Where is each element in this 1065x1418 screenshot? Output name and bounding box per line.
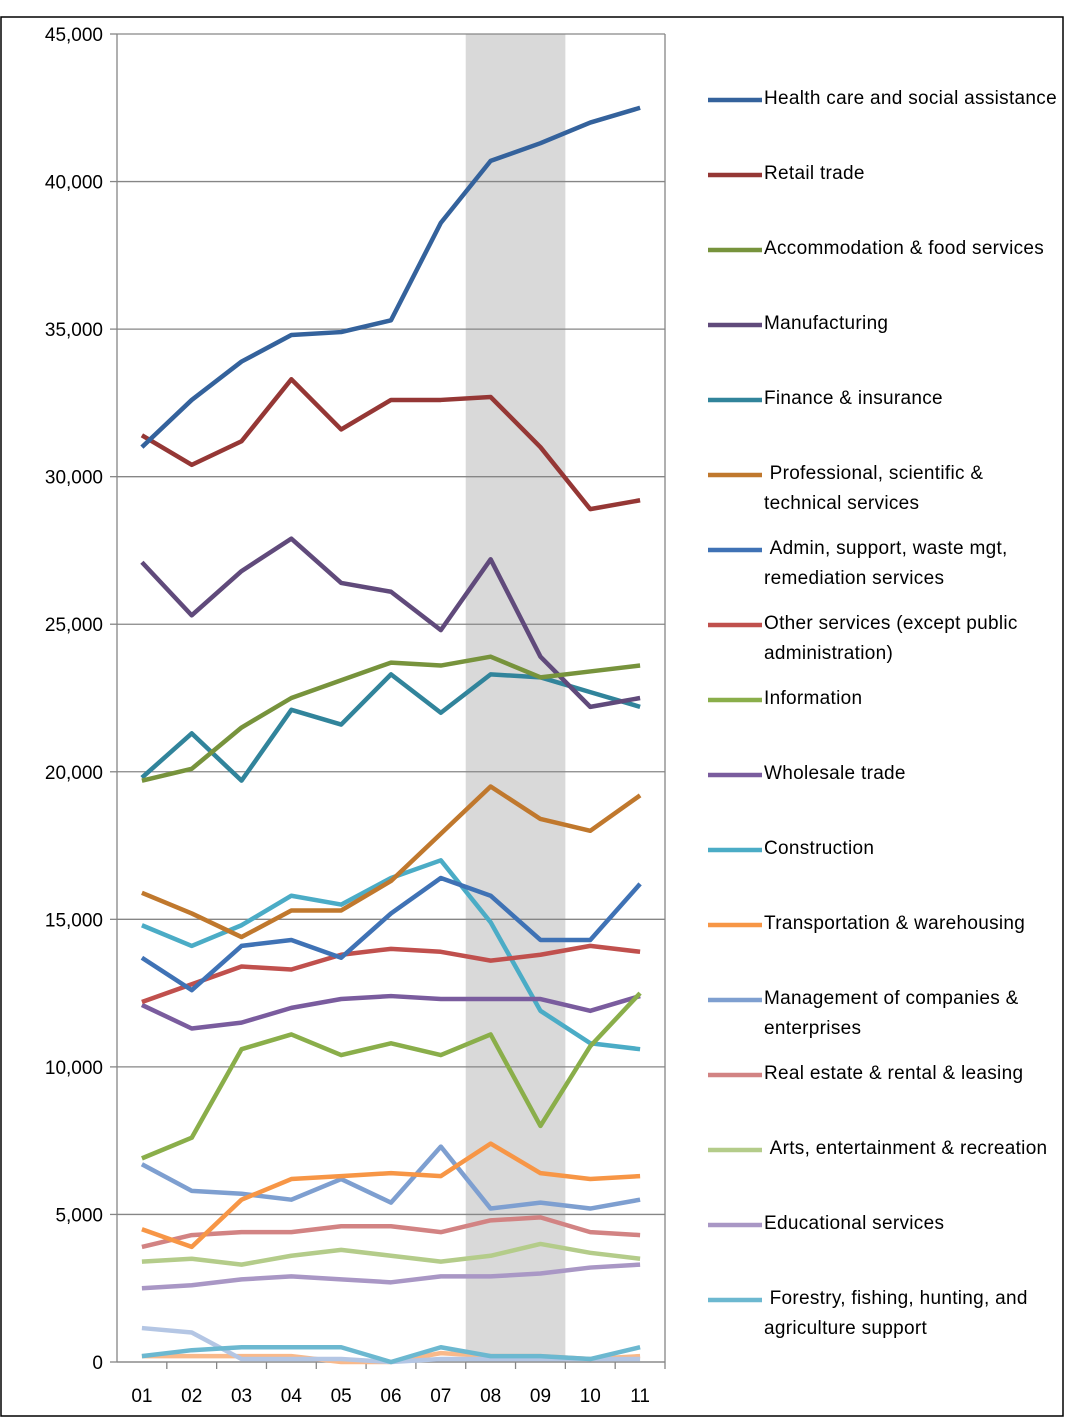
y-tick-label: 5,000	[55, 1205, 103, 1226]
x-tick-label: 08	[480, 1386, 501, 1407]
legend-label: Health care and social assistance	[764, 88, 1057, 109]
series-line	[141, 943, 641, 1005]
y-tick-label: 10,000	[45, 1058, 103, 1079]
series-line	[141, 1141, 641, 1250]
y-tick-label: 15,000	[45, 910, 103, 931]
series-line	[141, 991, 642, 1161]
legend-label: Transportation & warehousing	[764, 913, 1026, 934]
y-tick-label: 0	[92, 1353, 103, 1374]
x-tick-label: 04	[281, 1386, 303, 1407]
legend-label: Professional, scientific & technical ser…	[764, 463, 989, 514]
y-tick-label: 40,000	[45, 173, 103, 194]
series-line	[141, 1344, 641, 1365]
legend-label: Management of companies & enterprises	[764, 988, 1025, 1039]
series-line	[140, 875, 642, 993]
legend-label: Finance & insurance	[764, 388, 943, 409]
y-tick-label: 35,000	[45, 320, 103, 341]
legend-label: Educational services	[764, 1213, 945, 1234]
x-tick-label: 05	[331, 1386, 352, 1407]
series-line	[140, 1144, 641, 1211]
legend-label: Admin, support, waste mgt, remediation s…	[764, 538, 1014, 589]
legend-label: Construction	[764, 838, 875, 859]
x-tick-label: 07	[430, 1386, 451, 1407]
legend-label: Manufacturing	[764, 313, 889, 334]
x-tick-label: 02	[181, 1386, 202, 1407]
legend-label: Information	[764, 688, 863, 709]
legend-label: Forestry, fishing, hunting, and agricult…	[764, 1288, 1034, 1339]
highlight-band	[465, 34, 566, 1362]
y-tick-label: 45,000	[45, 25, 103, 46]
series-line	[141, 654, 641, 783]
series-line	[140, 105, 641, 449]
x-tick-label: 03	[231, 1386, 252, 1407]
x-tick-label: 09	[530, 1386, 551, 1407]
legend-label: Retail trade	[764, 163, 865, 184]
series-line	[140, 672, 641, 783]
legend-label: Accommodation & food services	[764, 238, 1045, 259]
legend-label: Real estate & rental & leasing	[764, 1063, 1024, 1084]
series-line	[141, 1215, 641, 1250]
legend-label: Wholesale trade	[764, 763, 906, 784]
legend-label: Other services (except public administra…	[764, 613, 1024, 664]
legend-label: Arts, entertainment & recreation	[764, 1138, 1048, 1159]
series-line	[141, 1262, 641, 1291]
x-tick-label: 06	[380, 1386, 401, 1407]
series-line	[140, 993, 641, 1031]
series-line	[140, 377, 641, 512]
y-tick-label: 30,000	[45, 468, 103, 489]
x-tick-label: 10	[580, 1386, 601, 1407]
y-tick-label: 20,000	[45, 763, 103, 784]
chart-frame	[0, 16, 1064, 1417]
series-line	[141, 784, 642, 940]
y-tick-label: 25,000	[45, 615, 103, 636]
x-tick-label: 11	[630, 1386, 650, 1407]
series-line	[141, 1241, 641, 1267]
x-tick-label: 01	[131, 1386, 152, 1407]
